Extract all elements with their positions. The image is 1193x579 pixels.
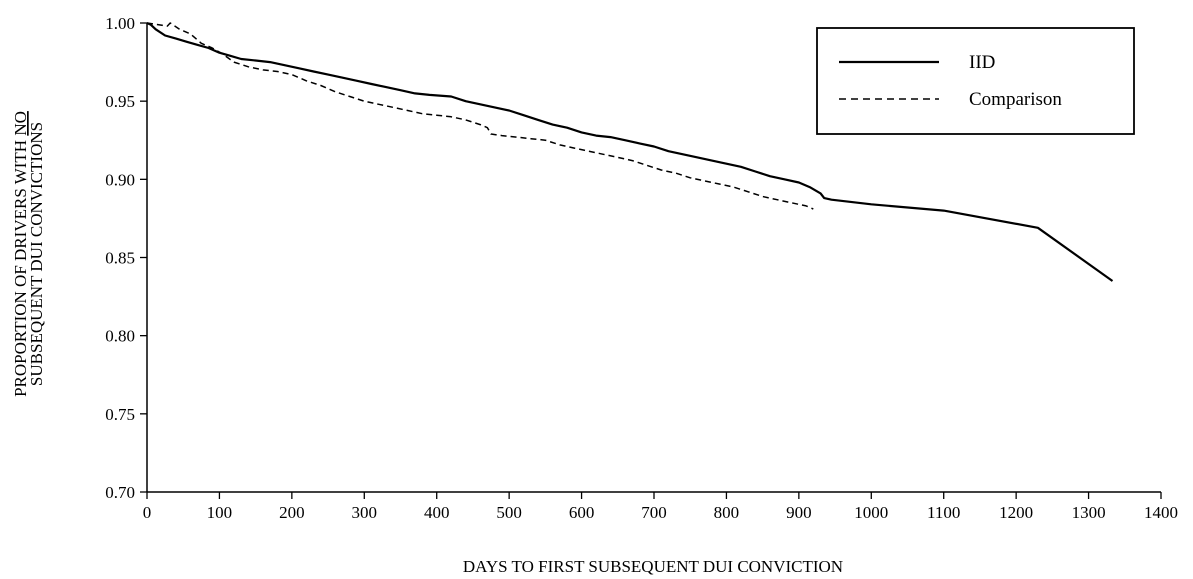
y-tick-label: 0.85 [105,249,135,268]
x-axis-title: DAYS TO FIRST SUBSEQUENT DUI CONVICTION [463,557,843,576]
x-tick-label: 0 [143,503,152,522]
y-axis-title-line2: SUBSEQUENT DUI CONVICTIONS [27,122,46,386]
legend: IID Comparison [816,27,1135,135]
y-tick-label: 0.90 [105,170,135,189]
x-tick-label: 1100 [927,503,960,522]
x-tick-label: 300 [352,503,378,522]
y-axis-title-line1: PROPORTION OF DRIVERS WITH NO [11,111,30,397]
legend-label-iid: IID [969,52,995,73]
x-tick-label: 1200 [999,503,1033,522]
x-tick-label: 1400 [1144,503,1178,522]
series-line-iid [146,21,1114,282]
x-tick-label: 1300 [1072,503,1106,522]
x-tick-label: 200 [279,503,305,522]
x-tick-label: 800 [714,503,740,522]
x-tick-label: 600 [569,503,595,522]
x-tick-label: 100 [207,503,233,522]
y-axis-title-text: PROPORTION OF DRIVERS WITH [11,136,30,397]
y-tick-label: 0.75 [105,405,135,424]
x-tick-label: 400 [424,503,450,522]
y-tick-label: 0.70 [105,483,135,502]
series-line-comparison [146,22,814,210]
y-tick-label: 0.95 [105,92,135,111]
y-axis-title: PROPORTION OF DRIVERS WITH NO SUBSEQUENT… [11,111,46,397]
legend-box [816,27,1135,135]
x-tick-label: 500 [496,503,522,522]
y-tick-label: 0.80 [105,327,135,346]
x-tick-label: 900 [786,503,812,522]
x-tick-label: 1000 [854,503,888,522]
legend-label-comparison: Comparison [969,89,1062,110]
axes: 0 100 200 300 400 500 600 700 800 900 1000 1100 1200… [105,14,1178,522]
x-tick-label: 700 [641,503,667,522]
y-tick-label: 1.00 [105,14,135,33]
plot-area [146,21,1114,282]
y-axis-title-underlined-word: NO [11,111,30,136]
